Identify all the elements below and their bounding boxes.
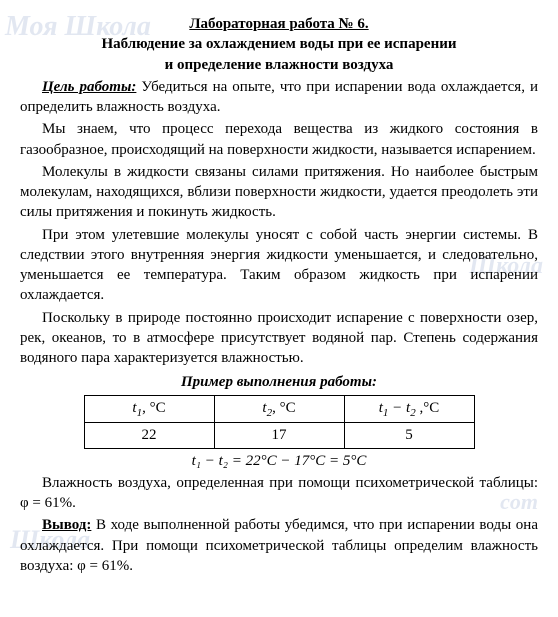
paragraph-1: Мы знаем, что процесс перехода вещества … <box>20 119 538 160</box>
paragraph-3: При этом улетевшие молекулы уносят с соб… <box>20 225 538 306</box>
goal-label: Цель работы: <box>42 79 136 95</box>
calculation-line: t₁ − t₂ = 22°С − 17°С = 5°С <box>20 451 538 471</box>
goal-paragraph: Цель работы: Убедиться на опыте, что при… <box>20 77 538 118</box>
paragraph-2: Молекулы в жидкости связаны силами притя… <box>20 162 538 223</box>
table-header-cell: t2, °С <box>214 395 344 423</box>
example-header: Пример выполнения работы: <box>20 372 538 392</box>
paragraph-4: Поскольку в природе постоянно происходит… <box>20 308 538 369</box>
table-cell: 22 <box>84 423 214 448</box>
conclusion-text: В ходе выполненной работы убедимся, что … <box>20 517 538 574</box>
table-cell: 17 <box>214 423 344 448</box>
conclusion-paragraph: Вывод: В ходе выполненной работы убедимс… <box>20 515 538 576</box>
table-cell: 5 <box>344 423 474 448</box>
lab-title: Лабораторная работа № 6. <box>20 14 538 34</box>
document-content: Лабораторная работа № 6. Наблюдение за о… <box>20 14 538 576</box>
lab-subtitle-line1: Наблюдение за охлаждением воды при ее ис… <box>20 34 538 54</box>
data-table: t1, °С t2, °С t1 − t2 ,°С 22 17 5 <box>84 395 475 449</box>
conclusion-label: Вывод: <box>42 517 91 533</box>
lab-subtitle-line2: и определение влажности воздуха <box>20 55 538 75</box>
table-header-cell: t1, °С <box>84 395 214 423</box>
table-header-cell: t1 − t2 ,°С <box>344 395 474 423</box>
table-data-row: 22 17 5 <box>84 423 474 448</box>
paragraph-5: Влажность воздуха, определенная при помо… <box>20 473 538 514</box>
table-header-row: t1, °С t2, °С t1 − t2 ,°С <box>84 395 474 423</box>
